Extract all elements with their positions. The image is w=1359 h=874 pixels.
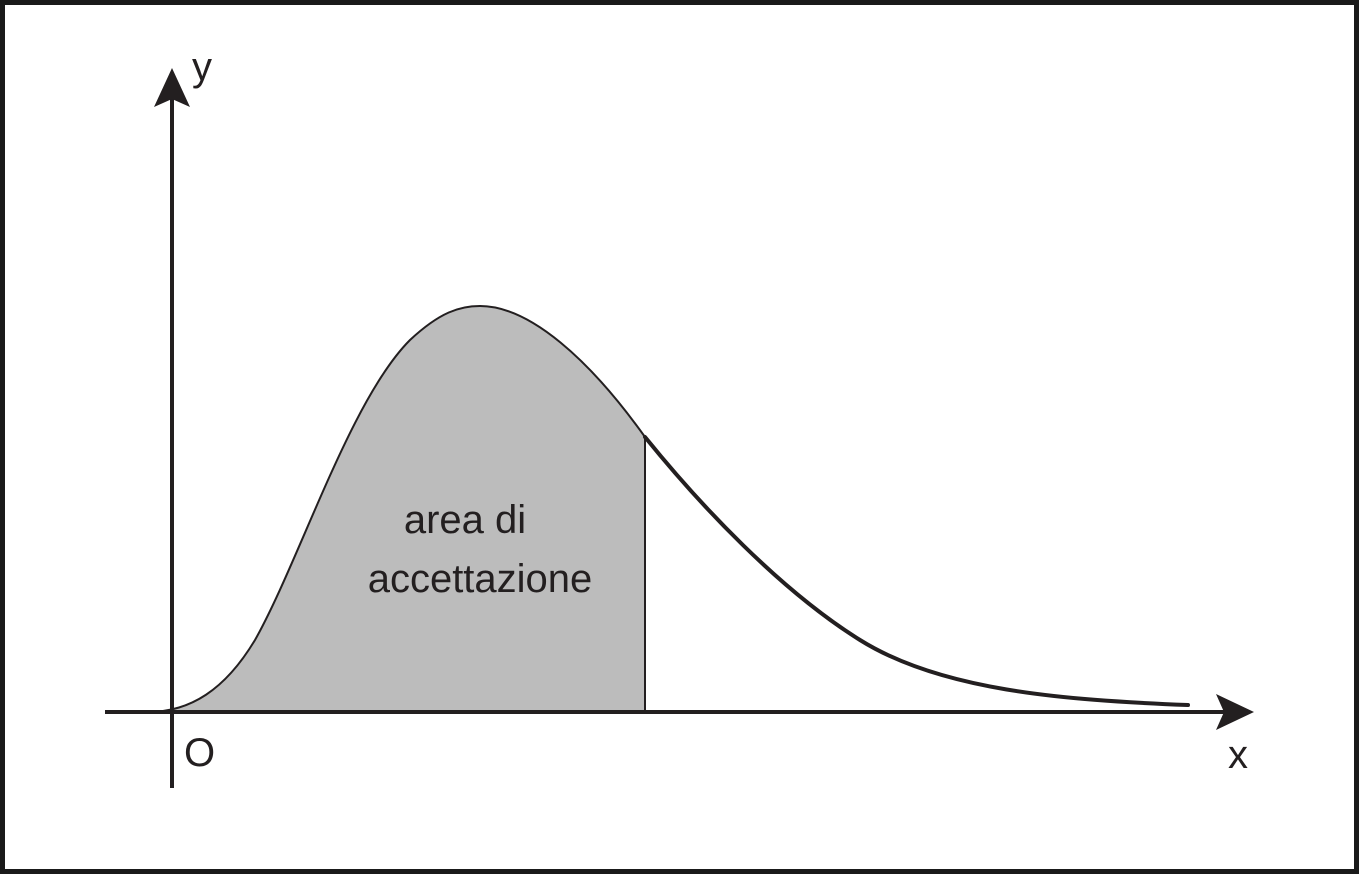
y-axis-label: y [192,45,212,89]
region-label-line1: area di [404,498,526,542]
x-axis-label: x [1228,733,1248,777]
x-axis-arrow-icon [1216,694,1254,730]
density-curve-tail [643,435,1190,707]
acceptance-region [148,306,645,712]
y-axis-arrow-icon [154,68,190,107]
origin-label: O [184,731,215,775]
region-label-line2: accettazione [368,557,593,601]
density-curve [147,304,646,713]
